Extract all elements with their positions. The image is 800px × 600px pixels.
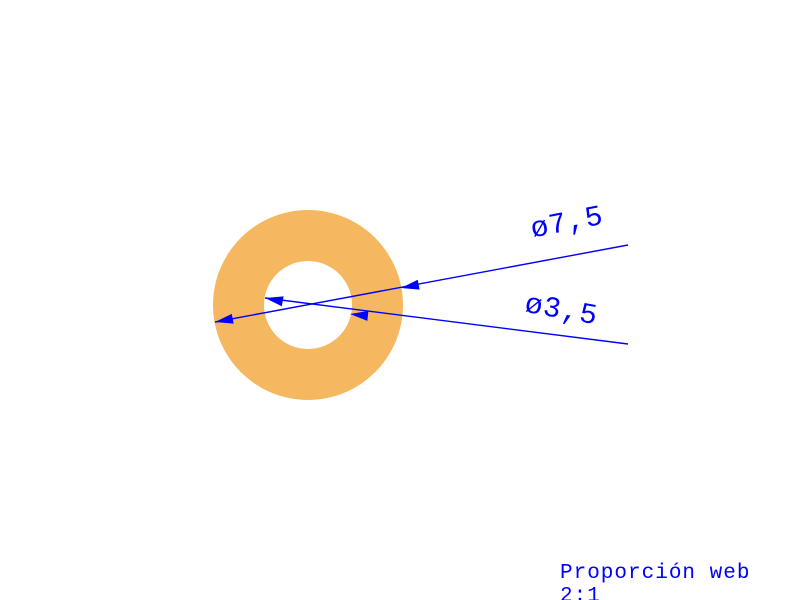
scale-caption: Proporción web 2:1 — [560, 562, 800, 600]
drawing-canvas — [0, 0, 800, 600]
dim-outer-arrow-far — [401, 280, 420, 290]
